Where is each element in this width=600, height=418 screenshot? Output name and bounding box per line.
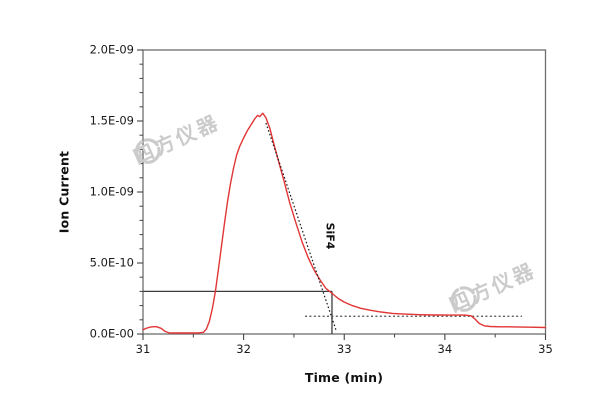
x-tick-label: 34 [437,342,453,356]
x-tick-label: 33 [336,342,352,356]
y-tick-label: 1.0E-09 [89,184,134,199]
x-tick-label: 35 [538,342,553,356]
y-tick-label: 5.0E-10 [89,255,134,270]
x-tick-label: 32 [236,342,251,356]
y-tick-label: 1.5E-09 [89,113,134,128]
y-tick-label: 0.0E-00 [89,326,134,341]
peak-annotation-sif4: SiF4 [323,222,337,250]
y-tick-label: 2.0E-09 [89,42,134,57]
ion-current-trace [142,112,547,334]
x-axis-title: Time (min) [304,370,384,385]
x-tick-label: 31 [135,342,151,356]
